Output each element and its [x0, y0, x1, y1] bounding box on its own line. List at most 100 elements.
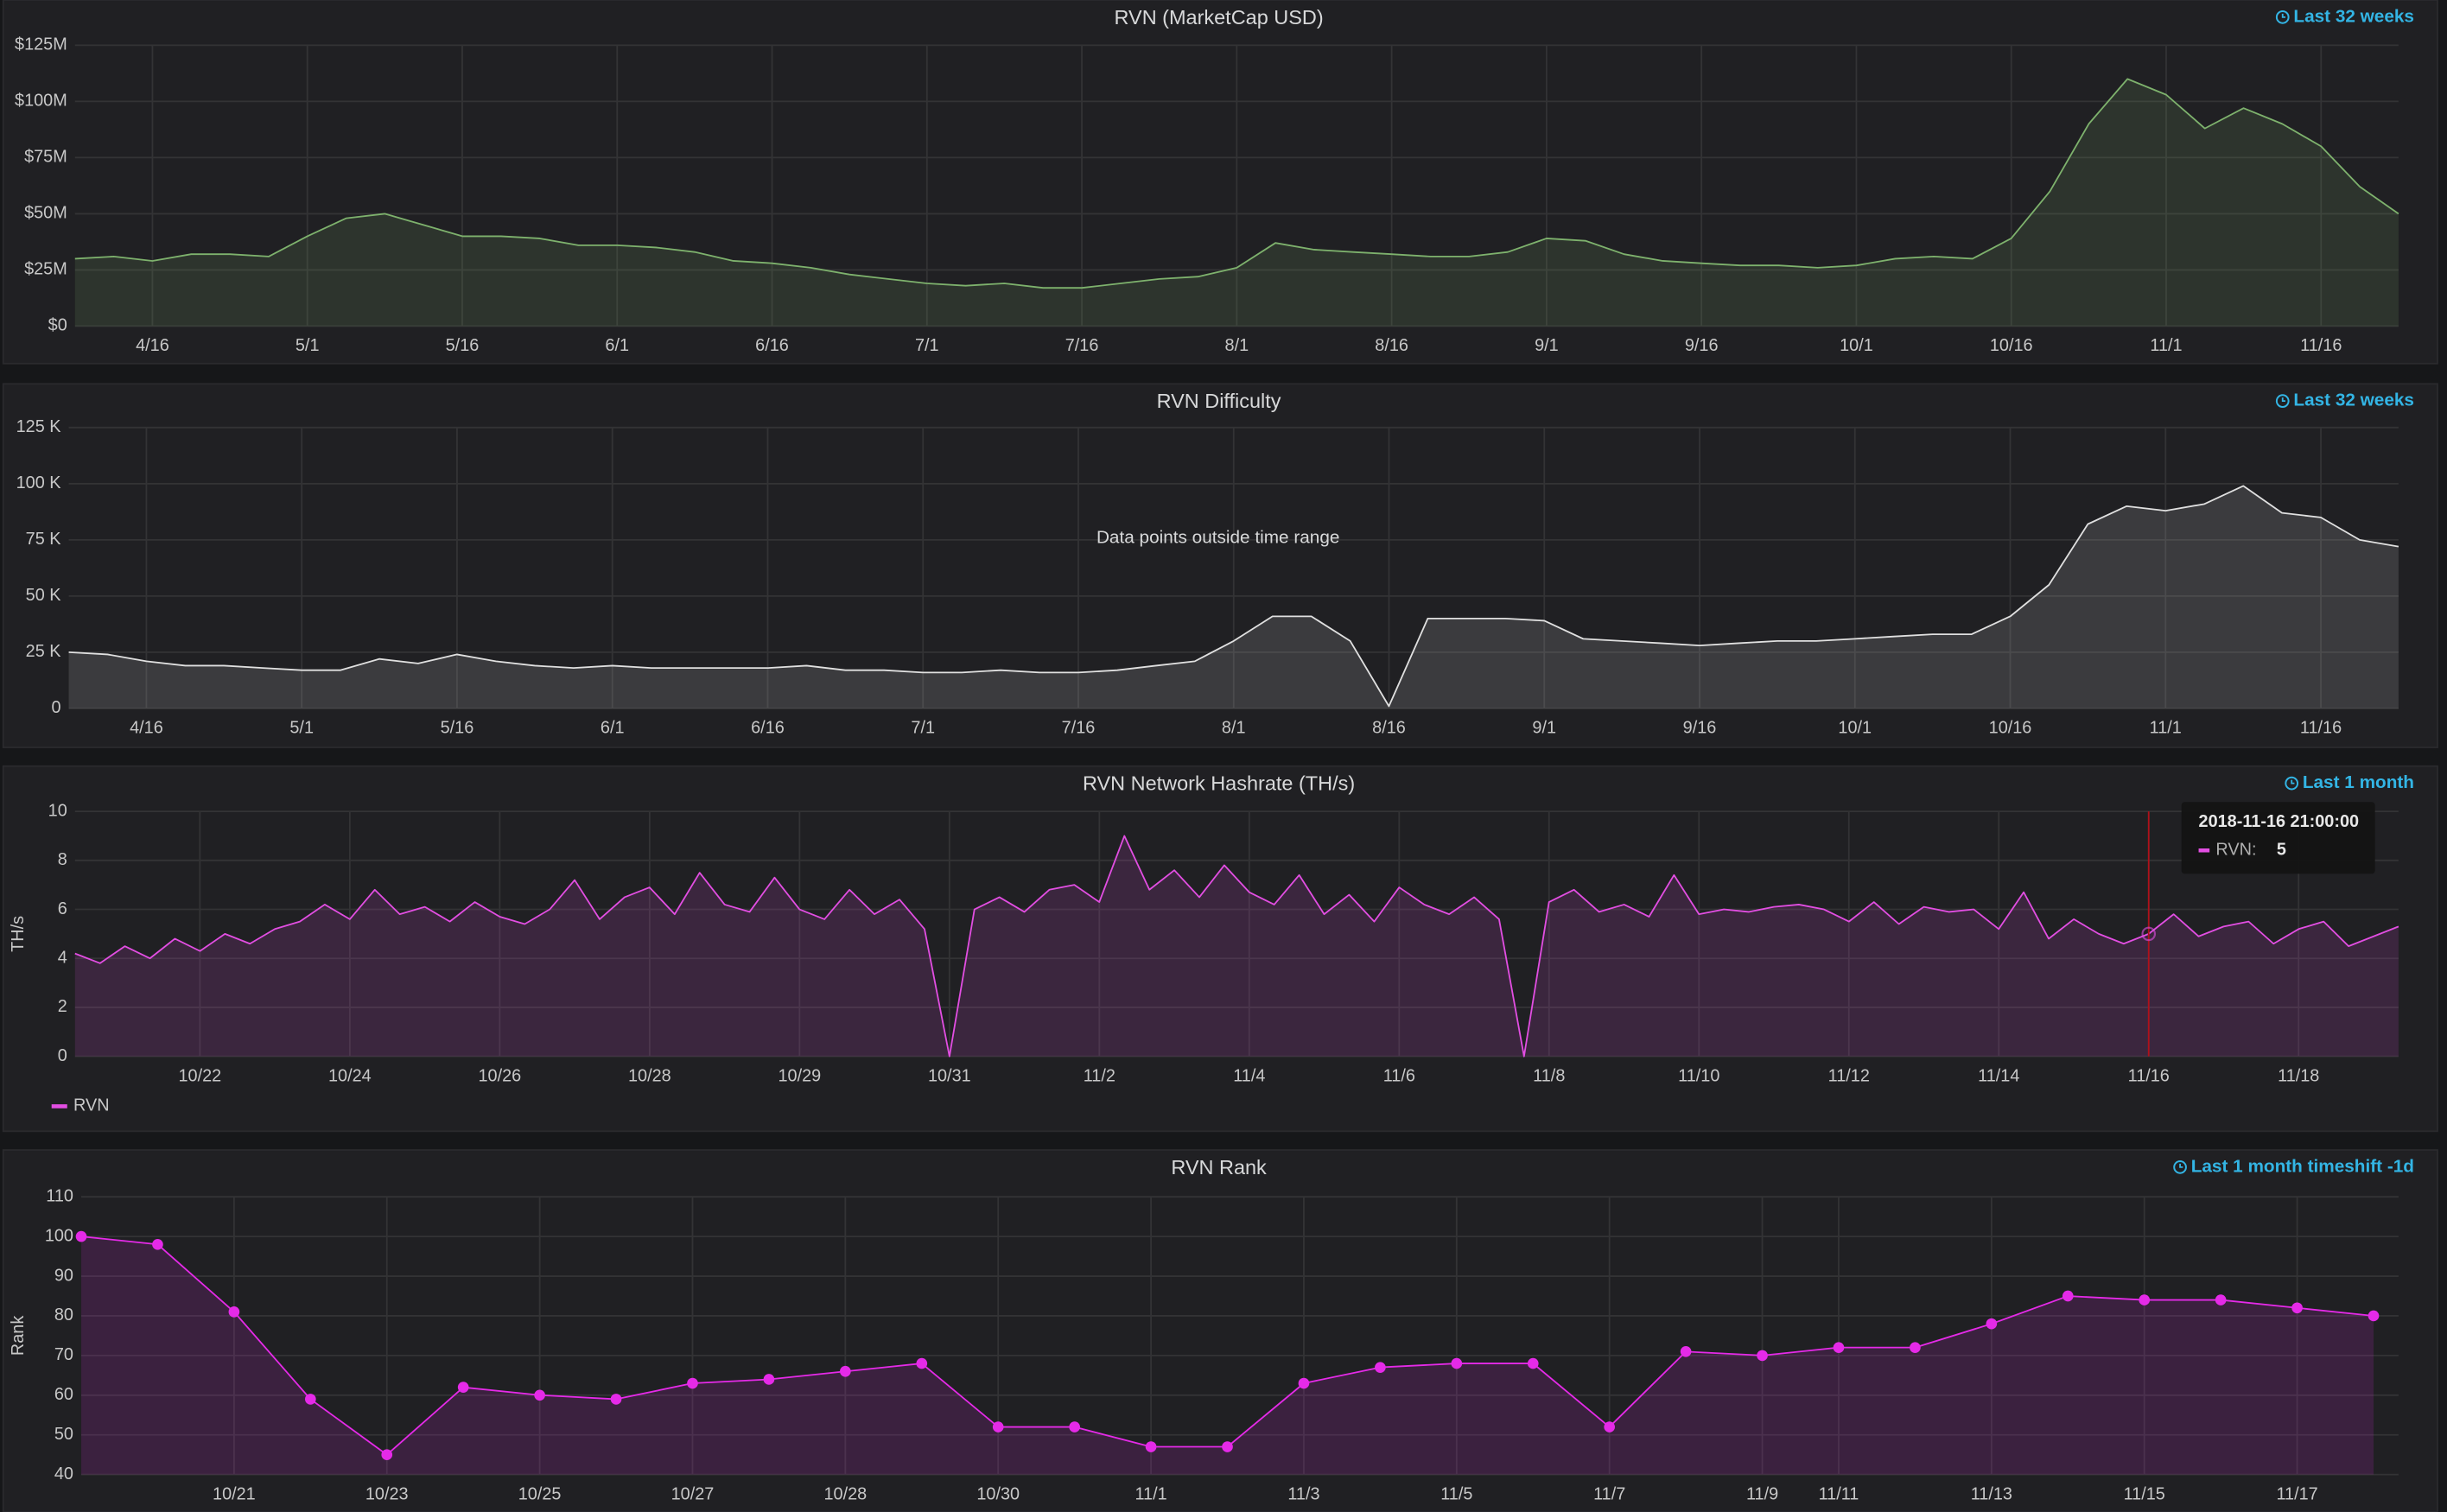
x-tick-label: 5/16	[446, 336, 480, 355]
x-tick-label: 10/31	[928, 1066, 971, 1085]
data-point	[1986, 1318, 1998, 1330]
series-area	[68, 486, 2399, 708]
series-area	[81, 1236, 2374, 1475]
data-point	[1222, 1441, 1233, 1452]
y-tick-label: 50	[54, 1425, 73, 1444]
x-tick-label: 7/1	[915, 336, 939, 355]
y-tick-label: $75M	[24, 148, 67, 167]
x-tick-label: 4/16	[136, 336, 169, 355]
data-point	[75, 1230, 87, 1242]
x-tick-label: 11/5	[1440, 1484, 1472, 1503]
data-point	[763, 1374, 775, 1385]
x-tick-label: 10/26	[479, 1066, 522, 1085]
data-point	[2291, 1302, 2303, 1314]
data-point	[610, 1394, 622, 1405]
y-tick-label: 70	[54, 1345, 73, 1364]
tooltip-time: 2018-11-16 21:00:00	[2199, 812, 2360, 831]
x-tick-label: 10/21	[213, 1484, 256, 1503]
x-tick-label: 11/6	[1383, 1066, 1415, 1085]
x-tick-label: 11/15	[2124, 1484, 2165, 1503]
x-tick-label: 11/7	[1593, 1484, 1625, 1503]
y-tick-label: $50M	[24, 204, 67, 223]
data-point	[916, 1357, 928, 1369]
clock-icon	[2285, 776, 2299, 791]
data-point	[1145, 1441, 1157, 1452]
x-tick-label: 10/28	[823, 1484, 867, 1503]
clock-hands	[2179, 1163, 2183, 1168]
x-tick-label: 10/22	[179, 1066, 222, 1085]
data-point	[1910, 1342, 1921, 1354]
data-point	[152, 1238, 163, 1250]
y-tick-label: 10	[48, 801, 67, 820]
x-tick-label: 11/12	[1828, 1066, 1870, 1085]
panel-background	[2, 383, 2438, 748]
y-tick-label: $25M	[24, 260, 67, 279]
x-tick-label: 11/10	[1678, 1066, 1719, 1085]
x-tick-label: 11/16	[2300, 336, 2342, 355]
series-line	[68, 485, 2399, 708]
x-tick-label: 6/1	[605, 336, 629, 355]
series-line	[74, 78, 2399, 289]
y-tick-label: $125M	[15, 35, 67, 54]
y-tick-label: 75 K	[26, 530, 62, 549]
panel-title: RVN Network Hashrate (TH/s)	[1083, 772, 1355, 795]
x-tick-label: 4/16	[130, 719, 163, 738]
y-tick-label: 50 K	[26, 586, 62, 605]
x-tick-label: 10/24	[328, 1066, 372, 1085]
x-tick-label: 10/29	[778, 1066, 821, 1085]
y-tick-label: 125 K	[16, 417, 62, 436]
y-tick-label: 0	[58, 1046, 67, 1065]
clock-hands	[2291, 779, 2295, 785]
x-tick-label: 5/1	[296, 336, 320, 355]
panel-background	[2, 0, 2438, 365]
tooltip-label: RVN:	[2215, 841, 2256, 860]
time-range[interactable]: Last 1 month	[2303, 772, 2414, 792]
x-tick-label: 5/16	[441, 719, 474, 738]
x-tick-label: 8/16	[1375, 336, 1408, 355]
series-area	[74, 835, 2399, 1057]
x-tick-label: 11/3	[1287, 1484, 1319, 1503]
x-tick-label: 11/13	[1971, 1484, 2012, 1503]
x-tick-label: 10/30	[976, 1484, 1020, 1503]
y-tick-label: 100 K	[16, 473, 62, 492]
panel-background	[2, 1149, 2438, 1512]
y-axis-label: TH/s	[9, 916, 28, 952]
data-point	[1298, 1377, 1310, 1389]
x-tick-label: 10/27	[671, 1484, 715, 1503]
time-range[interactable]: Last 1 month timeshift -1d	[2191, 1156, 2414, 1176]
data-point	[1604, 1421, 1616, 1433]
x-tick-label: 9/16	[1683, 719, 1717, 738]
data-point	[1757, 1350, 1768, 1362]
x-tick-label: 8/1	[1225, 336, 1249, 355]
x-tick-label: 11/11	[1819, 1484, 1859, 1503]
data-point	[2062, 1290, 2074, 1302]
data-point	[840, 1365, 851, 1377]
y-tick-label: 4	[58, 948, 67, 967]
x-tick-label: 6/1	[601, 719, 625, 738]
y-tick-label: 110	[46, 1186, 73, 1205]
time-range[interactable]: Last 32 weeks	[2293, 391, 2414, 410]
x-tick-label: 11/16	[2300, 719, 2342, 738]
data-point	[1833, 1342, 1845, 1354]
x-tick-label: 11/1	[2150, 719, 2182, 738]
x-tick-label: 10/16	[1990, 336, 2033, 355]
data-point	[1527, 1357, 1539, 1369]
x-tick-label: 11/17	[2276, 1484, 2317, 1503]
y-tick-label: 40	[54, 1464, 73, 1483]
panel-title: RVN (MarketCap USD)	[1115, 6, 1324, 29]
x-tick-label: 10/23	[365, 1484, 409, 1503]
x-tick-label: 10/25	[518, 1484, 562, 1503]
x-tick-label: 11/8	[1533, 1066, 1565, 1085]
data-point	[1680, 1345, 1692, 1357]
time-range[interactable]: Last 32 weeks	[2293, 6, 2414, 26]
data-point	[381, 1449, 393, 1461]
tooltip-value: 5	[2277, 841, 2286, 860]
x-tick-label: 7/1	[911, 719, 935, 738]
data-point	[2215, 1294, 2227, 1306]
y-axis-label: Rank	[9, 1316, 28, 1356]
series-line	[74, 835, 2399, 1058]
clock-hands	[2281, 397, 2285, 403]
x-tick-label: 11/9	[1746, 1484, 1778, 1503]
data-point	[992, 1421, 1004, 1433]
